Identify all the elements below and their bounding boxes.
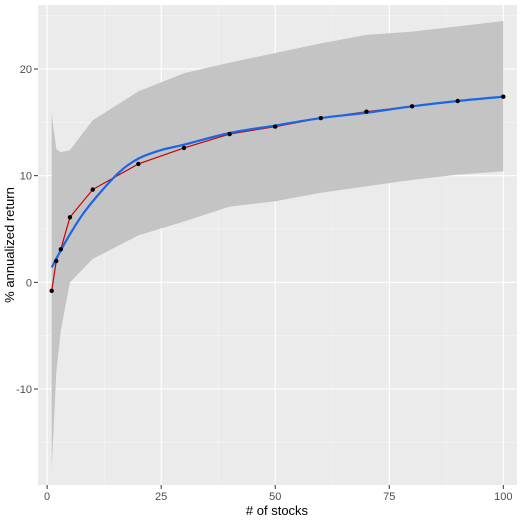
data-point — [227, 131, 232, 137]
data-point — [501, 94, 506, 99]
data-point — [318, 115, 324, 121]
data-point — [90, 187, 95, 192]
x-tick-label: 100 — [494, 491, 512, 503]
data-point — [49, 288, 54, 294]
data-point — [364, 109, 369, 114]
smoothed-fit-line — [50, 95, 504, 268]
confidence-band — [51, 21, 504, 469]
data-point — [54, 258, 59, 264]
series-line-layer — [50, 95, 504, 291]
data-point-layer — [49, 94, 506, 294]
data-point — [273, 124, 278, 129]
data-point — [455, 98, 460, 104]
data-point — [181, 145, 187, 151]
data-point — [409, 104, 415, 109]
y-tick-label: 0 — [26, 277, 32, 289]
y-tick-label: -10 — [16, 384, 32, 396]
data-point — [67, 215, 73, 220]
confidence-band-layer — [51, 21, 504, 469]
x-tick-label: 0 — [44, 491, 50, 503]
y-axis-title: % annualized return — [2, 187, 17, 303]
y-tick-label: 20 — [20, 64, 32, 76]
data-point — [136, 161, 141, 167]
x-tick-label: 75 — [383, 491, 395, 503]
x-tick-label: 25 — [155, 491, 167, 503]
y-tick-label: 10 — [20, 171, 32, 183]
x-tick-label: 50 — [269, 491, 281, 503]
x-axis-title: # of stocks — [246, 503, 309, 518]
data-point — [58, 247, 64, 252]
axis-layer: 0 25 50 75 100 -10 0 10 20 — [16, 64, 512, 503]
